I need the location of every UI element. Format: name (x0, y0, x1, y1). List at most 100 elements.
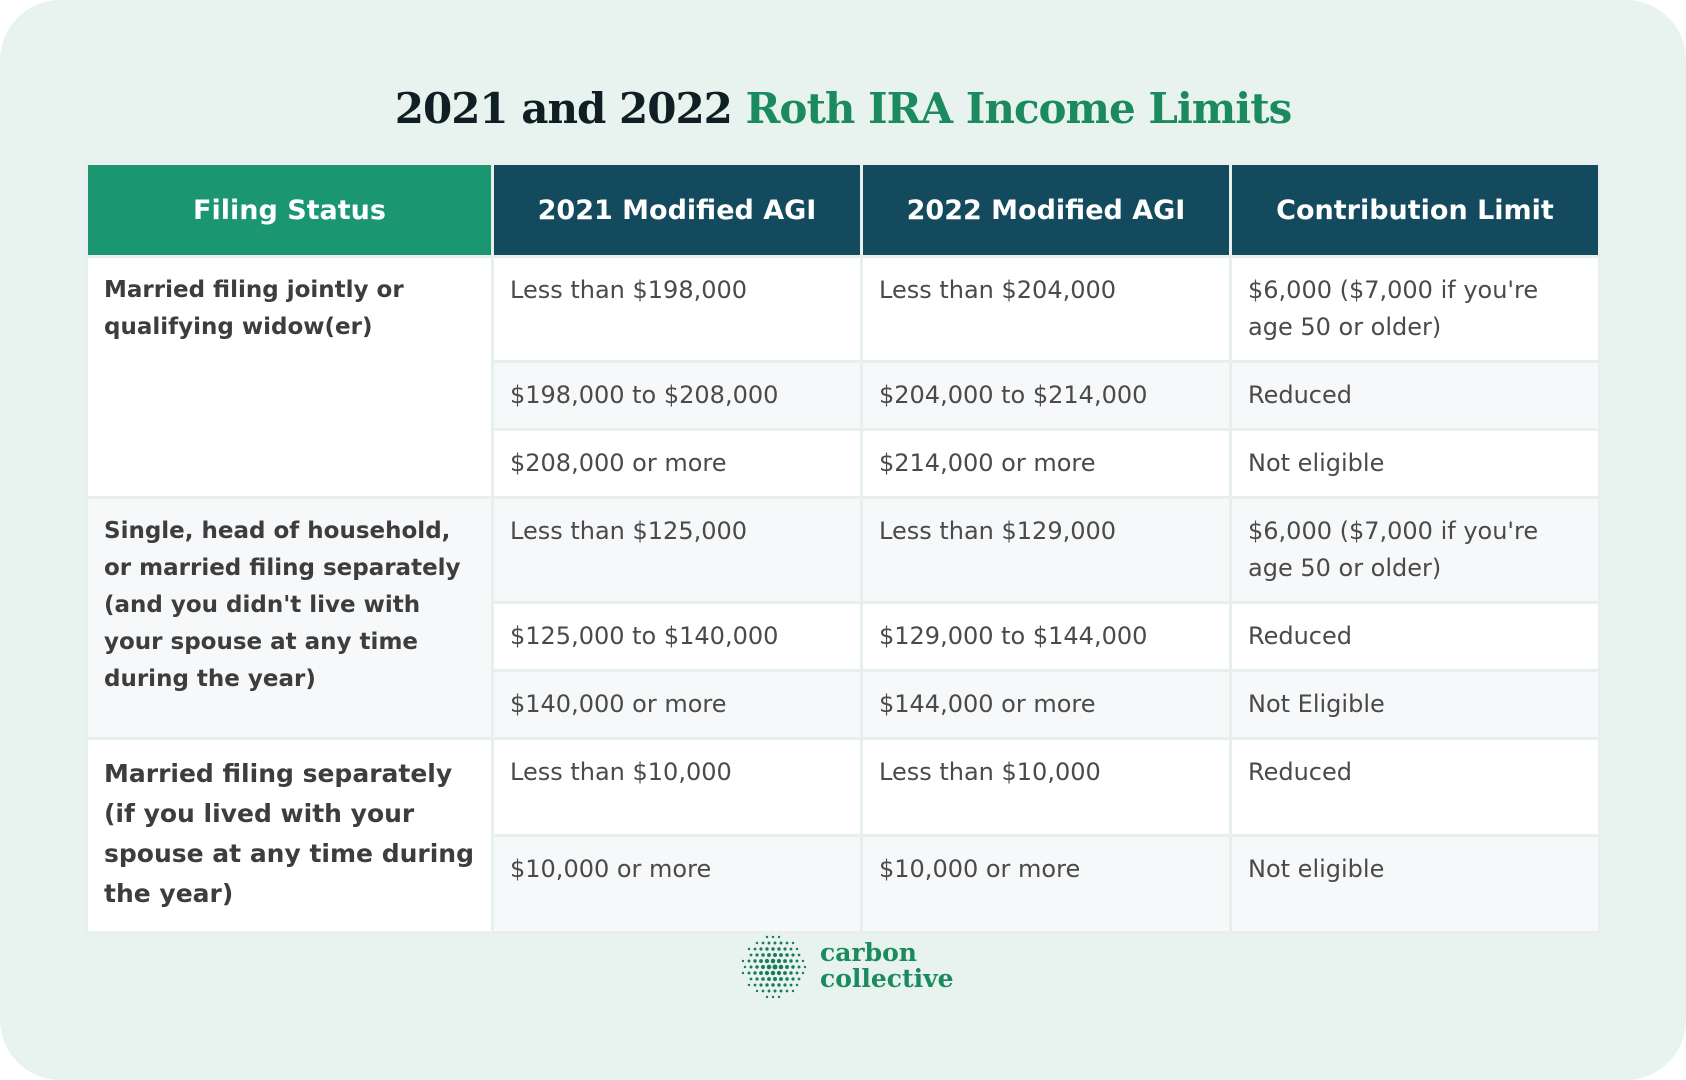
logo-dot (776, 970, 782, 976)
logo-dot (803, 965, 806, 969)
table-row: Married filing jointly or qualifying wid… (88, 258, 1598, 496)
table-cell: $144,000 or more (863, 672, 1229, 737)
logo-dot (767, 953, 771, 957)
logo-dot (765, 983, 769, 987)
logo-dot (777, 983, 781, 987)
table-cell: Reduced (1232, 363, 1598, 428)
logo-dot (747, 959, 751, 963)
logo-dot (777, 995, 781, 999)
logo-dot (767, 941, 771, 945)
table-cell: Less than $204,000 (863, 258, 1229, 360)
logo-dot (759, 947, 763, 951)
logo-dot (759, 983, 763, 987)
logo-dot (765, 995, 769, 999)
logo-dot (791, 977, 795, 981)
logo-dot (741, 971, 745, 975)
logo-dot (772, 964, 778, 970)
column-header: 2021 Modified AGI (494, 165, 860, 255)
logo-dot (761, 989, 765, 993)
logo-dot (755, 941, 759, 945)
table-cell: Reduced (1232, 740, 1598, 834)
table-cell: $140,000 or more (494, 672, 860, 737)
title: 2021 and 2022 Roth IRA Income Limits (0, 84, 1686, 133)
logo-dot (767, 977, 771, 981)
table-row: Married filing separately (if you lived … (88, 740, 1598, 931)
column-header: Contribution Limit (1232, 165, 1598, 255)
logo-dot (771, 983, 775, 987)
logo-dot (765, 935, 769, 939)
logo-dot (770, 970, 776, 976)
logo-dot (801, 959, 805, 963)
logo-dot (749, 953, 753, 957)
logo-dot (753, 959, 757, 963)
logo-dot (795, 971, 799, 975)
logo-line: carbon (820, 938, 917, 967)
logo-dot (785, 941, 789, 945)
table-cell: Not Eligible (1232, 672, 1598, 737)
logo-dot (771, 935, 775, 939)
table-cell: Less than $129,000 (863, 499, 1229, 601)
logo-dot (797, 953, 801, 957)
logo-dot (771, 995, 775, 999)
table-cell: Less than $10,000 (494, 740, 860, 834)
logo-dot (773, 989, 777, 993)
logo-dot (743, 965, 747, 969)
logo-dot (778, 964, 784, 970)
logo-dot (783, 947, 787, 951)
table-cell: Not eligible (1232, 837, 1598, 931)
logo-dot (766, 964, 772, 970)
table-row: $208,000 or more $214,000 or more Not elig… (88, 431, 1598, 496)
table-cell: $198,000 to $208,000 (494, 363, 860, 428)
logo-dot (785, 953, 789, 957)
header-row: Filing Status 2021 Modified AGI 2022 Modif… (88, 165, 1598, 255)
logo-dot (759, 959, 763, 963)
logo-dot (764, 958, 770, 964)
logo-dot (749, 965, 753, 969)
table-cell: $6,000 ($7,000 if you're age 50 or older… (1232, 258, 1598, 360)
filing-status: Single, head of household, or married fi… (88, 499, 491, 737)
table-row: $198,000 to $208,000 $204,000 to $214,000… (88, 363, 1598, 428)
logo-dot (789, 959, 793, 963)
table-cell: $6,000 ($7,000 if you're age 50 or older… (1232, 499, 1598, 601)
logo-dot (753, 971, 757, 975)
logo-dot (755, 953, 759, 957)
title-accent: Roth IRA Income Limits (745, 84, 1293, 133)
logo-dot (789, 947, 793, 951)
logo-dot (776, 958, 782, 964)
logo-dot (797, 977, 801, 981)
table-row: $140,000 or more $144,000 or more Not Elig… (88, 672, 1598, 737)
logo-dot (791, 941, 795, 945)
logo-dot (765, 947, 769, 951)
logo-dot (797, 965, 801, 969)
logo-dot (773, 941, 777, 945)
logo-dot (773, 953, 777, 957)
logo-dot (779, 977, 783, 981)
logo-dot (783, 971, 787, 975)
logo-dot (783, 983, 787, 987)
logo-dot (761, 941, 765, 945)
logo-dot (789, 971, 793, 975)
logo-line: collective (820, 964, 954, 993)
logo-dot (777, 947, 781, 951)
table-cell: $129,000 to $144,000 (863, 604, 1229, 669)
logo-dot (747, 983, 751, 987)
logo-dot (761, 977, 765, 981)
logo-mark (741, 935, 806, 999)
filing-status: Married filing separately (if you lived … (88, 740, 491, 931)
table-cell: Less than $198,000 (494, 258, 860, 360)
logo-dot (767, 989, 771, 993)
table-cell: $208,000 or more (494, 431, 860, 496)
logo-dot (753, 983, 757, 987)
logo-dot (789, 983, 793, 987)
title-lead: 2021 and 2022 (394, 84, 733, 133)
table-cell: Less than $10,000 (863, 740, 1229, 834)
logo-dot (747, 947, 751, 951)
logo-dot (770, 958, 776, 964)
column-header: 2022 Modified AGI (863, 165, 1229, 255)
logo-dot (755, 977, 759, 981)
logo-dot (801, 971, 805, 975)
logo-dot (759, 971, 763, 975)
logo-dot (785, 977, 789, 981)
logo-dot (749, 977, 753, 981)
